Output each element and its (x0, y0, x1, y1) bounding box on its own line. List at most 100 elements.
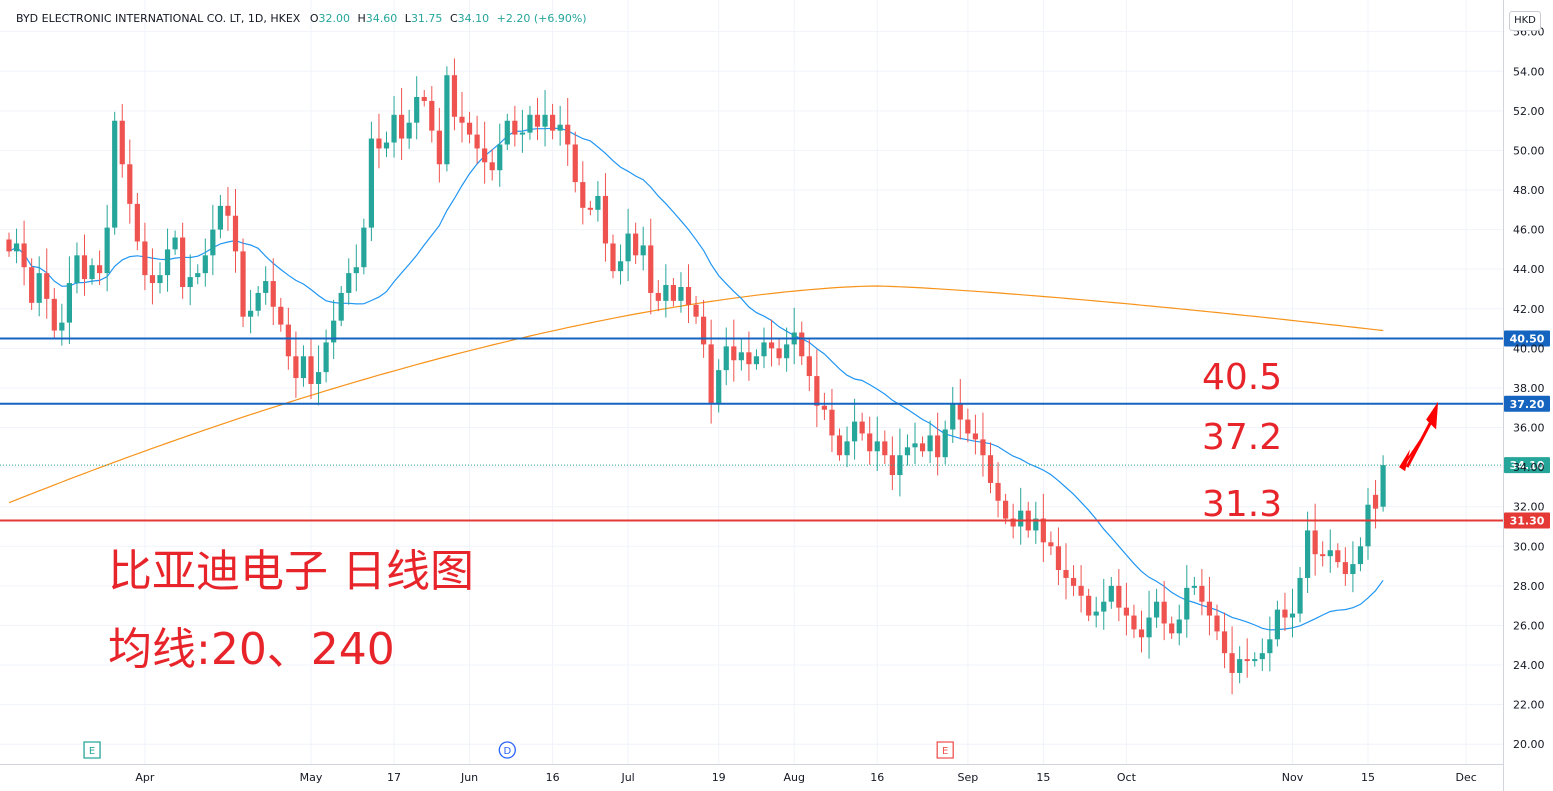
event-marker-e[interactable]: E (83, 741, 101, 759)
candle-body (1289, 613, 1296, 618)
currency-badge[interactable]: HKD (1509, 11, 1541, 31)
candle-body (180, 237, 186, 287)
candle-body (278, 306, 284, 325)
candle-body (1123, 607, 1129, 616)
price-tag (1504, 457, 1550, 474)
candle-body (821, 405, 827, 410)
low-value: 31.75 (410, 12, 443, 25)
close-label: C (449, 12, 458, 25)
candle-body (466, 122, 473, 135)
time-tick-label: 17 (387, 771, 401, 784)
candle-body (391, 114, 397, 143)
candle-body (1003, 500, 1009, 519)
price-axis[interactable]: 20.00 22.00 24.00 26.00 28.00 30.00 32.00 34.00… (1503, 0, 1545, 791)
candle-body (640, 245, 646, 256)
candle-body (602, 195, 609, 244)
price-tick-label: 38.00 (1513, 382, 1545, 395)
candle-body (6, 239, 12, 252)
marker-label: E (89, 746, 95, 757)
candle-body (648, 245, 654, 293)
candle-body (308, 356, 314, 384)
price-tick-label: 46.00 (1513, 224, 1545, 237)
candle-body (451, 75, 458, 117)
candle-body (550, 114, 556, 131)
price-tag (1504, 330, 1550, 347)
candle-body (1305, 530, 1311, 578)
symbol-title: BYD ELECTRONIC INTERNATIONAL CO. LT, 1D,… (16, 12, 301, 25)
candle-body (595, 195, 601, 210)
price-tick-label: 22.00 (1513, 699, 1545, 712)
candle-body (232, 215, 239, 252)
high-label: H (357, 12, 366, 25)
candle-body (172, 237, 178, 250)
candle-body (157, 275, 163, 284)
marker-label: E (942, 746, 948, 757)
candle-body (210, 229, 216, 256)
candle-body (436, 130, 442, 165)
candle-body (1108, 585, 1114, 602)
time-tick-label: 16 (870, 771, 884, 784)
marker-badge (936, 741, 954, 759)
candle-body (1342, 562, 1348, 574)
candle-body (1063, 570, 1069, 578)
candle-body (270, 281, 276, 307)
candle-body (1010, 518, 1016, 527)
candle-body (338, 292, 344, 321)
time-tick-label: May (300, 771, 323, 784)
candle-body (1101, 601, 1107, 612)
arrow-left-head (1399, 449, 1411, 472)
candle-body (474, 134, 480, 149)
candle-body (1214, 615, 1220, 632)
candle-body (142, 241, 148, 276)
candle-body (293, 356, 299, 379)
candle-body (1040, 518, 1046, 543)
marker-label: D (503, 746, 511, 757)
price-tick-label: 50.00 (1513, 144, 1545, 157)
candle-body (882, 441, 888, 456)
candle-body (716, 370, 722, 404)
candle-body (1154, 601, 1160, 618)
candle-body (74, 255, 80, 284)
candle-body (829, 409, 835, 436)
candle-body (21, 243, 27, 268)
open-value: 32.00 (318, 12, 351, 25)
price-tag-label: 34.10 (1510, 459, 1545, 472)
price-tag-label: 37.20 (1510, 398, 1545, 411)
candle-body (331, 320, 337, 343)
candle-body (225, 205, 231, 216)
candle-body (1297, 577, 1303, 614)
candle-body (353, 267, 359, 274)
candle-body (444, 75, 450, 165)
price-tick-label: 32.00 (1513, 501, 1545, 514)
candle-body (776, 348, 782, 359)
candle-body (127, 164, 133, 204)
marker-badge (498, 741, 516, 759)
candle-body (383, 142, 390, 149)
candle-body (708, 344, 714, 404)
candle-body (346, 273, 352, 293)
price-tick-label: 44.00 (1513, 263, 1545, 276)
candle-body (361, 227, 367, 268)
event-marker-e[interactable]: E (936, 741, 954, 759)
candle-body (104, 227, 110, 274)
candle-body (806, 356, 812, 377)
candle-body (927, 435, 933, 452)
candle-body (1131, 615, 1137, 630)
candle-body (1357, 546, 1364, 565)
time-axis[interactable]: Apr May 17 Jun 16 Jul 19 Aug 16 Sep 15 Oct Nov 15 Dec (0, 764, 1503, 785)
candle-body (255, 292, 261, 311)
candle-body (1320, 554, 1326, 557)
price-tick-label: 54.00 (1513, 65, 1545, 78)
candle-body (919, 443, 926, 452)
candle-body (1055, 546, 1062, 571)
event-marker-d[interactable]: D (498, 741, 516, 759)
horizontal-lines[interactable]: 40.50 37.20 31.30 34.10 (0, 330, 1550, 529)
candle-body (557, 124, 563, 131)
candle-body (542, 114, 548, 127)
price-tick-label: 30.00 (1513, 540, 1545, 553)
candle-body (421, 96, 427, 101)
candle-body (13, 243, 20, 252)
time-tick-label: 19 (712, 771, 726, 784)
